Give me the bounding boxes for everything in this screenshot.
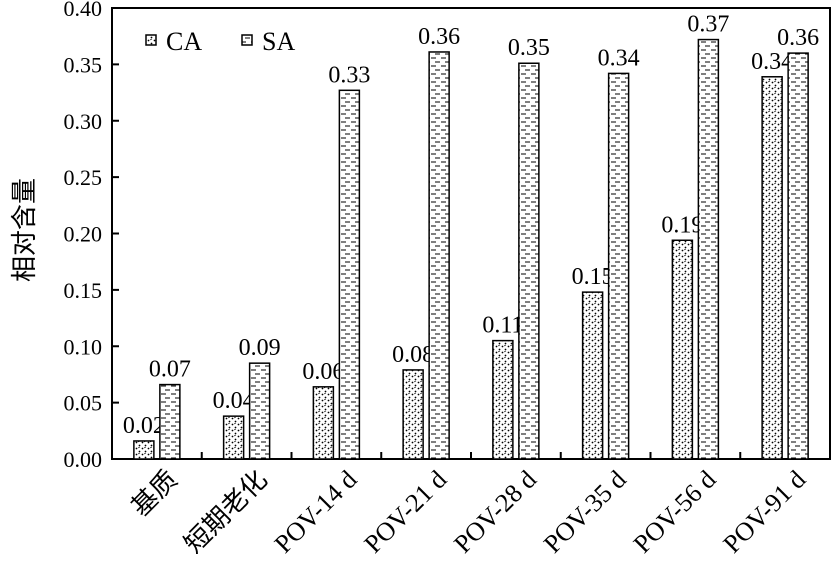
x-category-label: 基质 bbox=[126, 465, 183, 522]
bar-sa-8 bbox=[787, 52, 809, 460]
bar-sa-3 bbox=[338, 89, 361, 460]
bar-ca-6 bbox=[581, 291, 604, 460]
y-tick-label: 0.30 bbox=[64, 109, 103, 134]
data-label-ca-2: 0.04 bbox=[213, 388, 255, 414]
y-axis-title: 相对含量 bbox=[10, 178, 40, 282]
y-tick-label: 0.05 bbox=[64, 391, 103, 416]
legend-label-ca: CA bbox=[166, 27, 202, 56]
x-category-label: POV-14 d bbox=[269, 465, 363, 559]
y-tick-label: 0.35 bbox=[64, 52, 103, 77]
data-label-ca-4: 0.08 bbox=[392, 342, 434, 368]
data-label-sa-5: 0.35 bbox=[508, 35, 550, 61]
data-label-ca-8: 0.34 bbox=[751, 49, 793, 75]
bar-sa-6 bbox=[607, 72, 630, 460]
data-label-ca-3: 0.06 bbox=[302, 359, 344, 385]
bar-ca-4 bbox=[402, 369, 424, 460]
bar-sa-1 bbox=[159, 383, 181, 460]
data-label-ca-6: 0.15 bbox=[572, 264, 614, 290]
bar-sa-2 bbox=[248, 362, 271, 460]
y-tick-label: 0.10 bbox=[64, 334, 103, 359]
data-label-ca-1: 0.02 bbox=[123, 413, 165, 439]
y-axis-ticks: 0.00 0.05 0.10 0.15 0.20 0.25 0.30 0.35 0.40 bbox=[64, 0, 119, 472]
bar-ca-5 bbox=[492, 339, 514, 460]
x-category-label: POV-21 d bbox=[358, 465, 452, 559]
legend-label-sa: SA bbox=[262, 27, 295, 56]
y-tick-label: 0.15 bbox=[64, 278, 103, 303]
bar-ca-7 bbox=[671, 239, 694, 460]
bar-ca-1 bbox=[133, 440, 155, 460]
data-label-sa-2: 0.09 bbox=[239, 335, 281, 361]
bar-ca-3 bbox=[312, 386, 335, 460]
legend-swatch-sa bbox=[241, 34, 253, 46]
x-category-label: POV-28 d bbox=[448, 465, 542, 559]
bar-ca-8 bbox=[761, 76, 783, 460]
x-category-label: POV-56 d bbox=[628, 465, 722, 559]
bar-series: 0.02 0.07 0.04 0.09 0.06 0.33 0.08 0.36 0.11 0.35… bbox=[123, 12, 819, 460]
x-category-label: POV-91 d bbox=[717, 465, 811, 559]
data-label-sa-7: 0.37 bbox=[687, 12, 729, 38]
data-label-sa-1: 0.07 bbox=[149, 357, 191, 383]
data-label-sa-8: 0.36 bbox=[777, 25, 819, 51]
y-tick-label: 0.20 bbox=[64, 222, 103, 247]
data-label-ca-5: 0.11 bbox=[482, 313, 523, 339]
y-tick-label: 0.00 bbox=[64, 447, 103, 472]
legend-swatch-ca bbox=[145, 34, 157, 46]
y-tick-label: 0.25 bbox=[64, 165, 103, 190]
x-category-label: POV-35 d bbox=[538, 465, 632, 559]
bar-sa-5 bbox=[518, 62, 540, 460]
bar-sa-4 bbox=[428, 51, 450, 460]
y-axis-label: 相对含量 bbox=[10, 178, 40, 282]
legend: CA SA bbox=[145, 27, 295, 56]
data-label-ca-7: 0.19 bbox=[661, 212, 703, 238]
x-category-label: 短期老化 bbox=[179, 465, 273, 559]
data-label-sa-4: 0.36 bbox=[418, 24, 460, 50]
bar-ca-2 bbox=[222, 415, 245, 460]
data-label-sa-6: 0.34 bbox=[598, 45, 640, 71]
y-tick-label: 0.40 bbox=[64, 0, 103, 21]
data-label-sa-3: 0.33 bbox=[328, 62, 370, 88]
bar-sa-7 bbox=[697, 38, 720, 460]
